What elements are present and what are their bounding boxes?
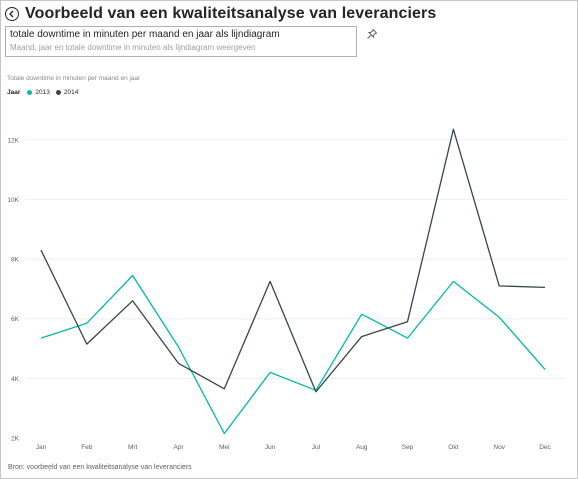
chart-title: Totale downtime in minuten per maand en … bbox=[7, 75, 141, 82]
legend-item-2013[interactable]: 2013 bbox=[27, 89, 50, 96]
page-title: Voorbeeld van een kwaliteitsanalyse van … bbox=[25, 5, 437, 22]
back-button[interactable] bbox=[5, 7, 19, 21]
back-arrow-icon bbox=[9, 10, 14, 18]
x-tick-label: Jun bbox=[265, 444, 276, 451]
x-tick-label: Mei bbox=[219, 444, 229, 451]
y-tick-label: 4K bbox=[11, 376, 20, 383]
header: Voorbeeld van een kwaliteitsanalyse van … bbox=[5, 4, 436, 24]
qa-question-input[interactable] bbox=[10, 29, 350, 40]
x-tick-label: Apr bbox=[173, 444, 184, 451]
legend-title: Jaar bbox=[7, 89, 21, 96]
x-tick-label: Nov bbox=[493, 444, 505, 451]
legend-label-2013: 2013 bbox=[35, 89, 50, 96]
legend-dot-2013 bbox=[27, 90, 33, 95]
qa-question-box[interactable]: Maand, jaar en totale downtime in minute… bbox=[5, 26, 357, 57]
y-tick-label: 10K bbox=[7, 197, 19, 204]
x-tick-label: Jul bbox=[312, 444, 321, 451]
y-tick-label: 8K bbox=[11, 257, 20, 264]
x-tick-label: Mrt bbox=[128, 444, 138, 451]
source-note: Bron: voorbeeld van een kwaliteitsanalys… bbox=[8, 464, 192, 471]
x-tick-label: Jan bbox=[36, 444, 47, 451]
x-tick-label: Dec bbox=[539, 444, 551, 451]
legend: Jaar 2013 2014 bbox=[7, 89, 84, 96]
legend-label-2014: 2014 bbox=[63, 89, 79, 96]
y-tick-label: 2K bbox=[11, 436, 20, 443]
y-tick-label: 6K bbox=[11, 316, 20, 323]
x-tick-label: Sep bbox=[402, 444, 414, 451]
series-line-2013[interactable] bbox=[40, 274, 546, 435]
pin-icon[interactable] bbox=[366, 28, 378, 40]
y-tick-label: 12K bbox=[7, 137, 19, 144]
legend-item-2014[interactable]: 2014 bbox=[55, 89, 79, 96]
x-tick-label: Okt bbox=[448, 444, 458, 451]
legend-dot-2014 bbox=[55, 90, 61, 95]
x-tick-label: Feb bbox=[81, 444, 93, 451]
x-tick-label: Aug bbox=[356, 444, 368, 451]
qa-restatement: Maand, jaar en totale downtime in minute… bbox=[10, 43, 256, 52]
series-line-2014[interactable] bbox=[40, 128, 546, 393]
